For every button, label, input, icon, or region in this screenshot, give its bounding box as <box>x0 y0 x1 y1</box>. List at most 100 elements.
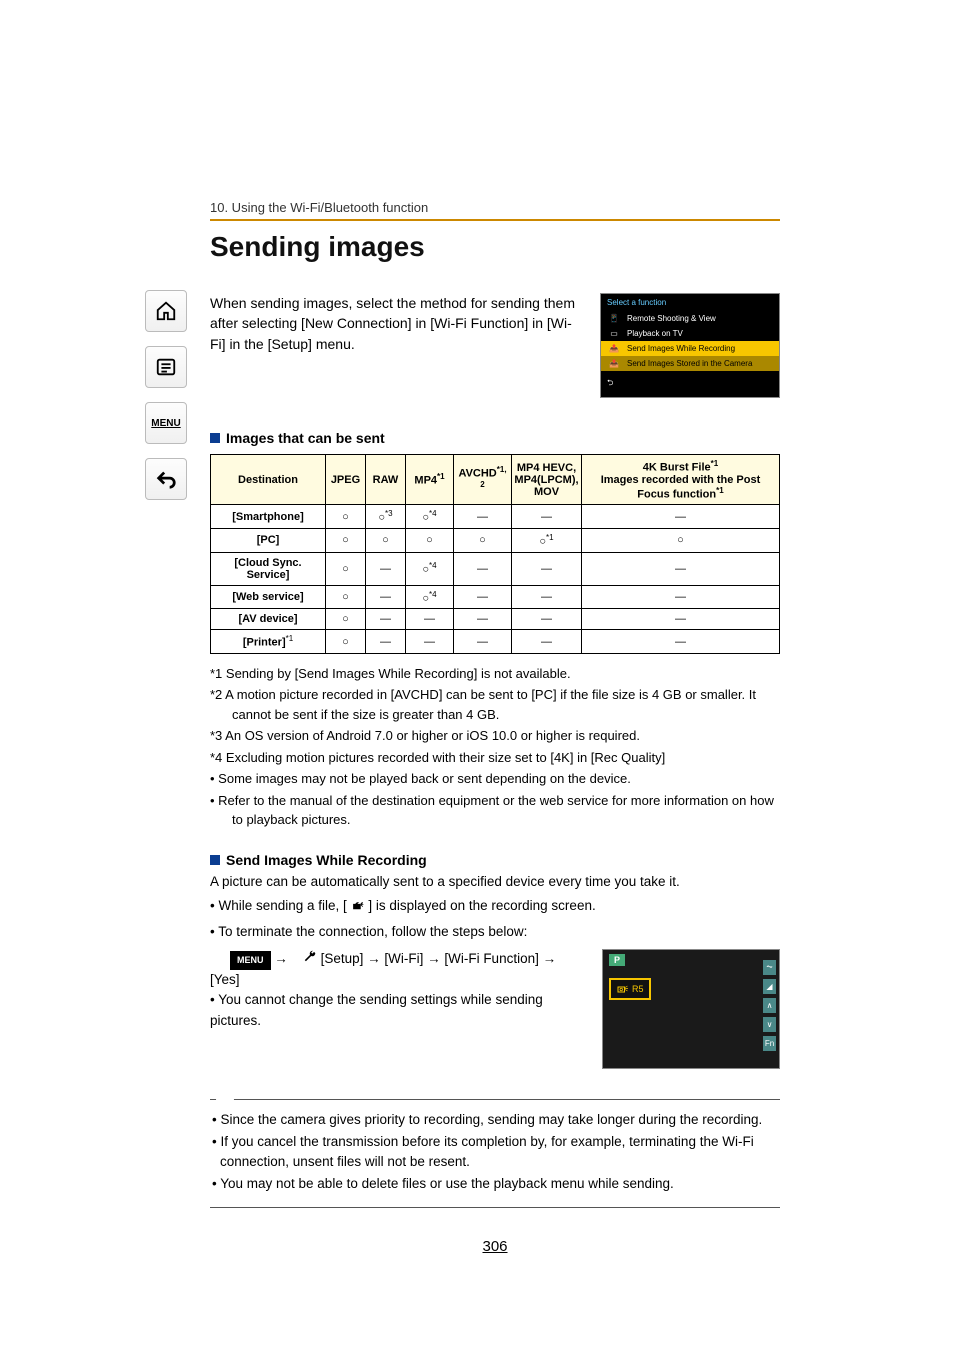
return-icon: ⮌ <box>607 378 613 387</box>
footnote: *3 An OS version of Android 7.0 or highe… <box>210 726 780 746</box>
sidebar-toolbar: MENU <box>145 290 187 500</box>
footnote: *1 Sending by [Send Images While Recordi… <box>210 664 780 684</box>
table-cell: [Printer]*1 <box>211 630 326 654</box>
contents-icon[interactable] <box>145 346 187 388</box>
page-title: Sending images <box>210 231 780 263</box>
table-cell: ○*4 <box>406 505 454 529</box>
table-cell: — <box>406 630 454 654</box>
fn-icon: Fn <box>763 1036 776 1051</box>
section-heading: Images that can be sent <box>210 430 780 446</box>
footnote: • Some images may not be played back or … <box>210 769 780 789</box>
back-icon[interactable] <box>145 458 187 500</box>
send-stored-icon: 📤 <box>607 359 621 368</box>
breadcrumb: 10. Using the Wi-Fi/Bluetooth function <box>210 200 780 215</box>
tip-item: • You may not be able to delete files or… <box>210 1174 780 1194</box>
remote-icon: 📱 <box>607 314 621 323</box>
table-cell: — <box>366 609 406 630</box>
table-cell: [PC] <box>211 528 326 552</box>
cam-menu-item: Playback on TV <box>627 329 683 338</box>
table-cell: ○ <box>326 630 366 654</box>
table-cell: ○ <box>326 505 366 529</box>
table-cell: — <box>366 552 406 585</box>
table-cell: ○*4 <box>406 585 454 609</box>
table-cell: ○ <box>326 528 366 552</box>
cam-menu-item: Remote Shooting & View <box>627 314 716 323</box>
menu-button[interactable]: MENU <box>145 402 187 444</box>
body-text: A picture can be automatically sent to a… <box>210 872 780 892</box>
table-cell: [Smartphone] <box>211 505 326 529</box>
footnote: *4 Excluding motion pictures recorded wi… <box>210 748 780 768</box>
th-mp4: MP4*1 <box>406 455 454 505</box>
cam-menu-item: Send Images Stored in the Camera <box>627 359 752 368</box>
intro-text: When sending images, select the method f… <box>210 293 584 354</box>
footnote: *2 A motion picture recorded in [AVCHD] … <box>210 685 780 724</box>
table-cell: [Cloud Sync. Service] <box>211 552 326 585</box>
menu-badge: MENU <box>230 951 271 971</box>
table-cell: — <box>366 585 406 609</box>
table-cell: — <box>454 609 512 630</box>
page-number[interactable]: 306 <box>210 1238 780 1255</box>
table-cell: — <box>582 552 780 585</box>
side-icons: ⏦ ◢ ∧ ∨ Fn <box>763 960 776 1051</box>
table-cell: ○*3 <box>366 505 406 529</box>
table-cell: ○*4 <box>406 552 454 585</box>
table-cell: — <box>454 505 512 529</box>
subsection-heading: Send Images While Recording <box>210 852 780 868</box>
table-cell: — <box>454 585 512 609</box>
table-cell: — <box>366 630 406 654</box>
table-cell: — <box>454 552 512 585</box>
table-cell: ○ <box>582 528 780 552</box>
down-icon: ∨ <box>763 1017 776 1032</box>
mode-indicator: P <box>609 954 625 966</box>
table-cell: — <box>454 630 512 654</box>
table-cell: ○ <box>366 528 406 552</box>
table-cell: [AV device] <box>211 609 326 630</box>
camera-menu-screenshot: Select a function 📱 Remote Shooting & Vie… <box>600 293 780 398</box>
table-cell: — <box>512 630 582 654</box>
table-cell: — <box>406 609 454 630</box>
tip-item: • Since the camera gives priority to rec… <box>210 1110 780 1130</box>
tv-icon: ▭ <box>607 329 621 338</box>
divider <box>210 219 780 221</box>
sending-badge: R5 <box>609 978 651 1000</box>
send-icon: 📤 <box>607 344 621 353</box>
wrench-icon <box>299 951 321 966</box>
table-cell: — <box>582 585 780 609</box>
table-cell: ○ <box>454 528 512 552</box>
home-icon[interactable] <box>145 290 187 332</box>
cam-menu-header: Select a function <box>601 294 779 311</box>
histogram-icon: ◢ <box>763 979 776 994</box>
th-dest: Destination <box>211 455 326 505</box>
table-cell: ○ <box>326 552 366 585</box>
wifi-icon: ⏦ <box>763 960 776 975</box>
table-cell: — <box>512 552 582 585</box>
table-cell: ○ <box>406 528 454 552</box>
footnote: • Refer to the manual of the destination… <box>210 791 780 830</box>
cam-menu-item: Send Images While Recording <box>627 344 735 353</box>
th-burst: 4K Burst File*1Images recorded with the … <box>582 455 780 505</box>
table-cell: — <box>512 505 582 529</box>
th-hevc: MP4 HEVC, MP4(LPCM), MOV <box>512 455 582 505</box>
up-icon: ∧ <box>763 998 776 1013</box>
th-raw: RAW <box>366 455 406 505</box>
table-cell: — <box>582 630 780 654</box>
table-cell: — <box>582 505 780 529</box>
menu-path: MENU → [Setup] → [Wi-Fi] → [Wi-Fi Functi… <box>210 949 588 1031</box>
body-text: • To terminate the connection, follow th… <box>210 922 780 942</box>
tip-box: • Since the camera gives priority to rec… <box>210 1099 780 1208</box>
recording-screen: P R5 ⏦ ◢ ∧ ∨ Fn <box>602 949 780 1069</box>
tip-item: • If you cancel the transmission before … <box>210 1132 780 1173</box>
table-cell: — <box>582 609 780 630</box>
th-jpeg: JPEG <box>326 455 366 505</box>
table-cell: ○*1 <box>512 528 582 552</box>
footnotes: *1 Sending by [Send Images While Recordi… <box>210 664 780 830</box>
table-cell: [Web service] <box>211 585 326 609</box>
body-text: • While sending a file, [ ] is displayed… <box>210 896 780 918</box>
table-cell: — <box>512 609 582 630</box>
table-cell: ○ <box>326 585 366 609</box>
table-cell: ○ <box>326 609 366 630</box>
sending-icon <box>351 898 365 918</box>
th-avchd: AVCHD*1, 2 <box>454 455 512 505</box>
compatibility-table: Destination JPEG RAW MP4*1 AVCHD*1, 2 MP… <box>210 454 780 654</box>
table-cell: — <box>512 585 582 609</box>
